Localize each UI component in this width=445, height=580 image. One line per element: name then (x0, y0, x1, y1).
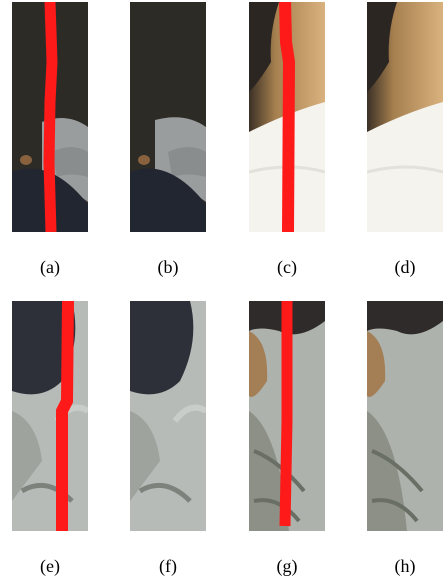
caption-a: (a) (40, 257, 60, 277)
face-shirt-crop-with-red-seam (249, 301, 325, 531)
neck-crop-with-red-seam (249, 2, 325, 232)
caption-b: (b) (157, 257, 179, 277)
caption-g: (g) (276, 556, 298, 576)
noisy-dark-crop (130, 2, 206, 232)
panel-f-image (130, 301, 206, 531)
face-shirt-crop (367, 301, 443, 531)
caption-e: (e) (40, 556, 60, 576)
panel-g-image-with-seam (249, 301, 325, 531)
neck-crop (367, 2, 443, 232)
panel-c-image-with-seam (249, 2, 325, 232)
caption-d: (d) (394, 257, 416, 277)
shirt-crop (130, 301, 206, 531)
panel-b-image (130, 2, 206, 232)
caption-c: (c) (277, 257, 297, 277)
panel-h-image (367, 301, 443, 531)
caption-h: (h) (394, 556, 416, 576)
panel-a-image-with-seam (12, 2, 88, 232)
shirt-crop-with-red-seam (12, 301, 88, 531)
caption-f: (f) (159, 556, 177, 576)
panel-d-image (367, 2, 443, 232)
panel-e-image-with-seam (12, 301, 88, 531)
noisy-dark-crop-with-red-seam (12, 2, 88, 232)
